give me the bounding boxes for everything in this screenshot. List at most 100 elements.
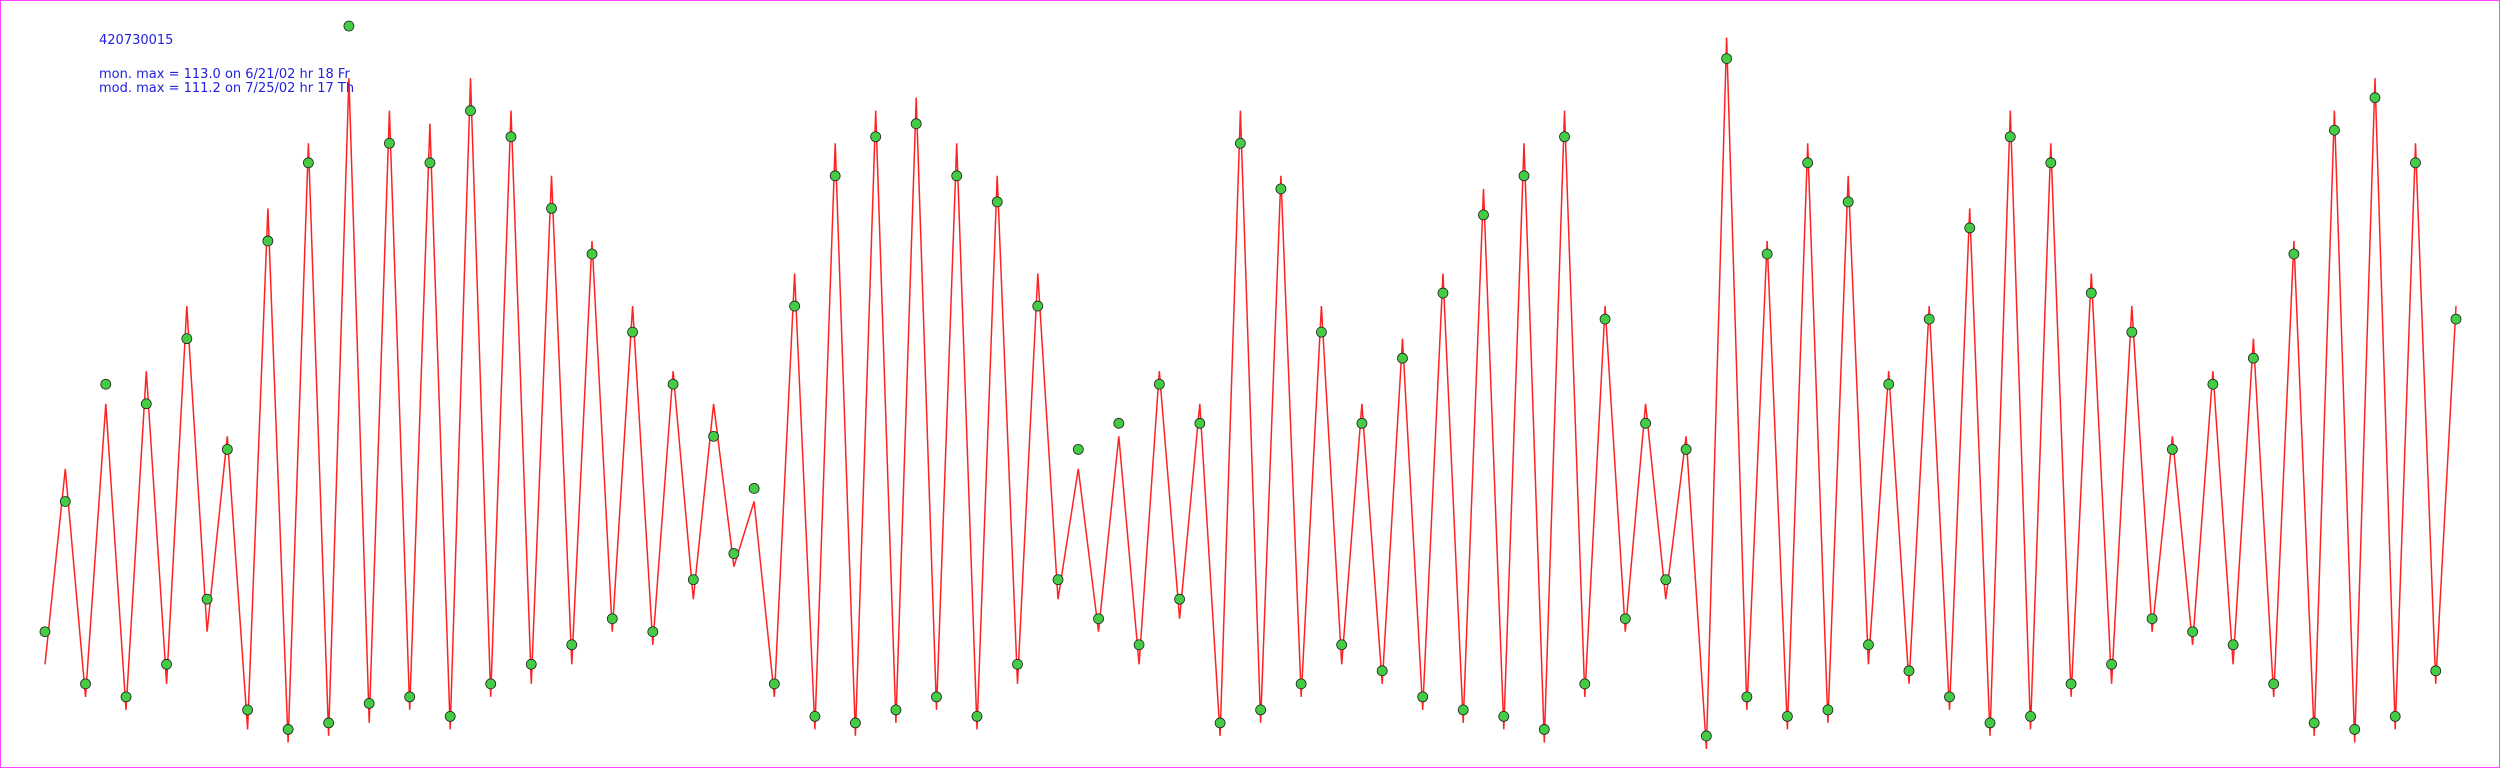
observed-point: [809, 711, 821, 722]
observed-point: [1802, 157, 1814, 169]
observed-point: [1234, 137, 1246, 149]
observed-point: [2450, 313, 2462, 325]
observed-point: [2166, 443, 2178, 455]
observed-point: [1559, 131, 1570, 143]
observed-point: [262, 235, 274, 247]
observed-point: [2004, 131, 2016, 143]
observed-point: [1194, 417, 1206, 429]
observed-point: [870, 131, 882, 143]
observed-point: [687, 574, 699, 586]
observed-point: [1782, 711, 1793, 722]
observed-point: [546, 202, 557, 214]
observed-point: [1680, 443, 1692, 455]
observed-point: [890, 704, 902, 716]
observed-point: [2227, 639, 2239, 651]
observed-point: [1336, 639, 1348, 651]
observed-point: [282, 724, 294, 735]
observed-point: [1761, 248, 1773, 260]
observed-point: [2045, 157, 2057, 169]
observed-point: [2329, 124, 2340, 136]
mod-max-note: mod. max = 111.2 on 7/25/02 hr 17 Th: [99, 81, 354, 96]
observed-point: [1214, 717, 1226, 729]
observed-point: [525, 658, 537, 670]
observed-point: [242, 704, 254, 716]
observed-point: [1052, 574, 1064, 586]
observed-point: [120, 691, 132, 703]
mon-max-note: mon. max = 113.0 on 6/21/02 hr 18 Fr: [99, 67, 350, 82]
observed-point: [566, 639, 578, 651]
observed-point: [768, 678, 780, 690]
observed-point: [2430, 665, 2442, 677]
observed-point: [2065, 678, 2077, 690]
observed-point: [1275, 183, 1287, 195]
observed-point: [2308, 717, 2320, 729]
observed-point: [2207, 378, 2219, 390]
observed-point: [2247, 352, 2259, 364]
observed-point: [2369, 92, 2381, 104]
observed-point: [1376, 665, 1388, 677]
observed-point: [424, 157, 436, 169]
observed-point: [931, 691, 942, 703]
observed-point: [748, 483, 760, 494]
observed-point: [708, 430, 719, 442]
observed-point: [1498, 711, 1510, 722]
observed-point: [1619, 613, 1631, 625]
observed-point: [1903, 665, 1915, 677]
observed-point: [627, 326, 638, 338]
observed-point: [1599, 313, 1611, 325]
observed-point: [2349, 724, 2361, 735]
observed-point: [302, 157, 314, 169]
observed-point: [1842, 196, 1854, 208]
observed-point: [1174, 593, 1185, 605]
observed-point: [910, 118, 922, 130]
observed-point: [1538, 724, 1550, 735]
observed-point: [1721, 53, 1733, 64]
observed-point: [2410, 157, 2421, 169]
observed-point: [991, 196, 1003, 208]
observed-point: [971, 711, 983, 722]
observed-point: [1478, 209, 1489, 221]
observed-point: [1883, 378, 1895, 390]
observed-point: [1356, 417, 1368, 429]
observed-point: [39, 626, 51, 638]
observed-point: [1518, 170, 1530, 182]
plot-area: [39, 20, 2462, 750]
observed-point: [1964, 222, 1976, 234]
observed-point: [343, 20, 355, 32]
observed-point: [1153, 378, 1165, 390]
observed-point: [829, 170, 841, 182]
observed-point: [363, 697, 375, 709]
observed-point: [586, 248, 598, 260]
observed-point: [1133, 639, 1145, 651]
observed-point: [850, 717, 861, 729]
observed-point: [201, 593, 213, 605]
observed-point: [221, 443, 233, 455]
observed-point: [667, 378, 679, 390]
observed-point: [1437, 287, 1449, 299]
observed-point: [2187, 626, 2199, 638]
observed-point: [728, 548, 740, 559]
observed-point: [485, 678, 497, 690]
observed-point: [80, 678, 91, 690]
observed-point: [1944, 691, 1955, 703]
observed-point: [647, 626, 659, 638]
observed-point: [1072, 443, 1084, 455]
observed-point: [1417, 691, 1429, 703]
observed-point: [789, 300, 801, 312]
observed-point: [444, 711, 456, 722]
observed-point: [2106, 658, 2117, 670]
observed-point: [404, 691, 416, 703]
observed-point: [606, 613, 618, 625]
observed-point: [1012, 658, 1023, 670]
observed-point: [2288, 248, 2300, 260]
observed-point: [2268, 678, 2280, 690]
observed-point: [951, 170, 963, 182]
observed-point: [1700, 730, 1712, 742]
observed-point: [1923, 313, 1935, 325]
observed-point: [100, 378, 112, 390]
observed-point: [59, 496, 71, 507]
station-id: 420730015: [99, 33, 173, 48]
observed-point: [465, 105, 476, 117]
observed-point: [2025, 711, 2036, 722]
observed-point: [1984, 717, 1996, 729]
